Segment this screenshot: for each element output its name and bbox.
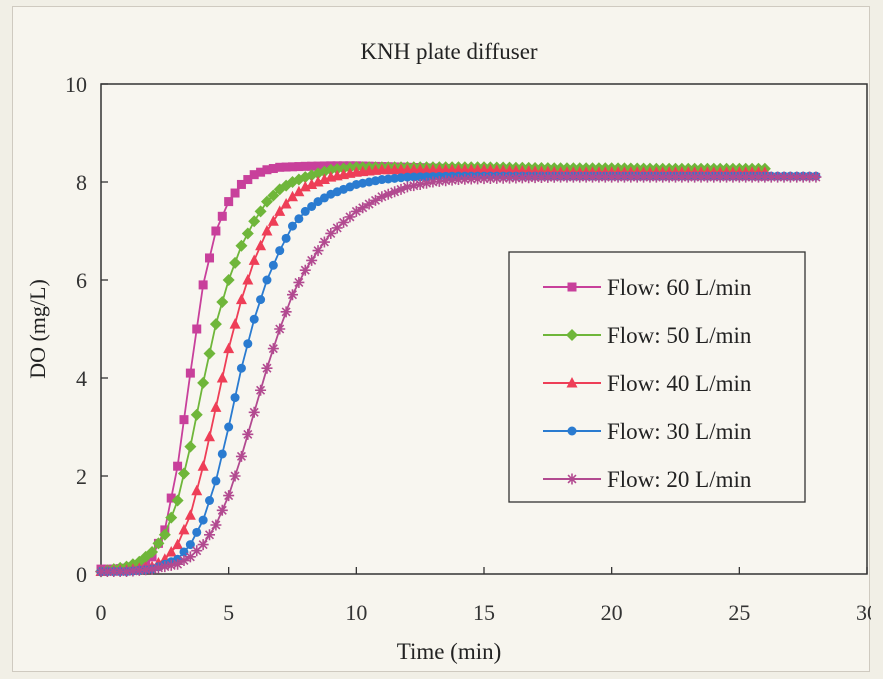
x-tick-label: 0: [96, 600, 107, 625]
data-point: [199, 280, 208, 289]
data-point: [313, 245, 324, 256]
x-tick-label: 15: [473, 600, 495, 625]
data-point: [204, 529, 215, 540]
data-point: [262, 276, 271, 285]
y-tick-label: 2: [76, 464, 87, 489]
data-point: [282, 234, 291, 243]
legend-marker: [568, 427, 577, 436]
data-point: [306, 255, 317, 266]
data-point: [218, 449, 227, 458]
data-point: [236, 451, 247, 462]
y-tick-label: 4: [76, 366, 87, 391]
data-point: [268, 343, 279, 354]
data-point: [810, 172, 821, 183]
data-point: [173, 462, 182, 471]
y-tick-label: 6: [76, 268, 87, 293]
data-point: [319, 237, 330, 248]
data-point: [192, 325, 201, 334]
legend-marker: [568, 283, 577, 292]
data-point: [205, 496, 214, 505]
legend-label: Flow: 60 L/min: [607, 275, 752, 300]
x-tick-label: 25: [728, 600, 750, 625]
y-axis-label: DO (mg/L): [25, 279, 50, 379]
legend-marker: [567, 474, 578, 485]
data-point: [255, 385, 266, 396]
data-point: [210, 520, 221, 531]
data-point: [186, 369, 195, 378]
data-point: [223, 490, 234, 501]
data-point: [287, 289, 298, 300]
data-point: [192, 528, 201, 537]
data-point: [224, 423, 233, 432]
data-point: [249, 407, 260, 418]
data-point: [217, 505, 228, 516]
data-point: [269, 261, 278, 270]
data-point: [294, 214, 303, 223]
data-point: [288, 222, 297, 231]
legend-label: Flow: 50 L/min: [607, 323, 752, 348]
data-point: [218, 212, 227, 221]
y-tick-label: 0: [76, 562, 87, 587]
x-tick-label: 30: [856, 600, 871, 625]
x-tick-label: 20: [601, 600, 623, 625]
data-point: [198, 539, 209, 550]
data-point: [274, 324, 285, 335]
data-point: [237, 364, 246, 373]
y-tick-label: 8: [76, 170, 87, 195]
data-point: [256, 295, 265, 304]
data-point: [281, 306, 292, 317]
data-point: [179, 415, 188, 424]
data-point: [231, 393, 240, 402]
data-point: [231, 189, 240, 198]
data-point: [211, 476, 220, 485]
data-point: [230, 471, 241, 482]
legend-label: Flow: 20 L/min: [607, 467, 752, 492]
data-point: [224, 197, 233, 206]
data-point: [243, 339, 252, 348]
legend-label: Flow: 30 L/min: [607, 419, 752, 444]
legend: Flow: 60 L/min Flow: 50 L/min Flow: 40 L/m…: [509, 252, 805, 502]
data-point: [211, 227, 220, 236]
data-point: [250, 315, 259, 324]
y-tick-label: 10: [65, 72, 87, 97]
chart-title: KNH plate diffuser: [360, 39, 537, 64]
legend-label: Flow: 40 L/min: [607, 371, 752, 396]
data-point: [242, 429, 253, 440]
data-point: [205, 253, 214, 262]
data-point: [275, 246, 284, 255]
data-point: [261, 363, 272, 374]
data-point: [300, 265, 311, 276]
data-point: [199, 516, 208, 525]
x-axis-ticks: 0 5 10 15 20 25 30: [96, 567, 872, 625]
x-tick-label: 5: [223, 600, 234, 625]
x-tick-label: 10: [345, 600, 367, 625]
x-axis-label: Time (min): [397, 639, 502, 664]
data-point: [293, 277, 304, 288]
